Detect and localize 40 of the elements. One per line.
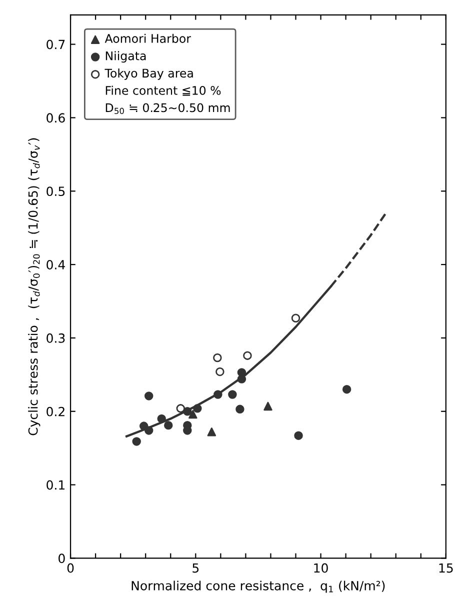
y-tick-label: 0.7 bbox=[46, 40, 65, 50]
point bbox=[193, 404, 202, 413]
point bbox=[207, 428, 216, 436]
y-tick-label: 0 bbox=[58, 554, 65, 564]
point bbox=[294, 431, 303, 440]
legend-label: Aomori Harbor bbox=[104, 34, 191, 43]
text: Cyclic stress ratio , (τ$_{d}$/σ$_{0}$′)$_{20}$ ≒ (1/0.65) (τ$_{d}$/σ$_{v}$′) bbox=[28, 138, 40, 436]
point bbox=[144, 392, 154, 400]
legend-label: Tokyo Bay area bbox=[104, 68, 193, 80]
point bbox=[237, 374, 246, 384]
point bbox=[164, 420, 173, 430]
point bbox=[213, 353, 222, 362]
x-tick-label: 10 bbox=[314, 563, 328, 573]
x-tick-label: 15 bbox=[439, 563, 453, 573]
y-tick-label: 0.1 bbox=[46, 480, 65, 490]
point bbox=[132, 437, 141, 446]
point bbox=[214, 390, 222, 399]
point bbox=[188, 410, 198, 419]
annotation: Fine content ≦10 % bbox=[106, 86, 221, 96]
point bbox=[176, 404, 186, 413]
point bbox=[236, 404, 244, 414]
y-tick-label: 0.2 bbox=[46, 406, 64, 416]
x-tick-label: 5 bbox=[192, 563, 199, 573]
point bbox=[144, 426, 154, 435]
point bbox=[157, 414, 166, 424]
y-tick-label: 0.5 bbox=[46, 186, 65, 196]
point bbox=[291, 314, 300, 322]
point bbox=[243, 351, 252, 360]
point bbox=[183, 406, 192, 416]
point bbox=[228, 390, 237, 399]
point bbox=[342, 384, 352, 394]
annotation: D$_{50}$ ≒ 0.25~0.50 mm bbox=[106, 103, 230, 114]
x-axis-title: Normalized cone resistance , q$_{1}$ (kN/m²) bbox=[132, 580, 385, 593]
x-tick-label: 0 bbox=[67, 563, 74, 573]
point bbox=[216, 367, 224, 376]
y-tick-label: 0.6 bbox=[46, 113, 65, 123]
y-tick-label: 0.4 bbox=[46, 260, 65, 270]
point bbox=[264, 402, 272, 411]
y-tick-label: 0.3 bbox=[46, 333, 65, 343]
legend-label: Niigata bbox=[106, 51, 146, 63]
